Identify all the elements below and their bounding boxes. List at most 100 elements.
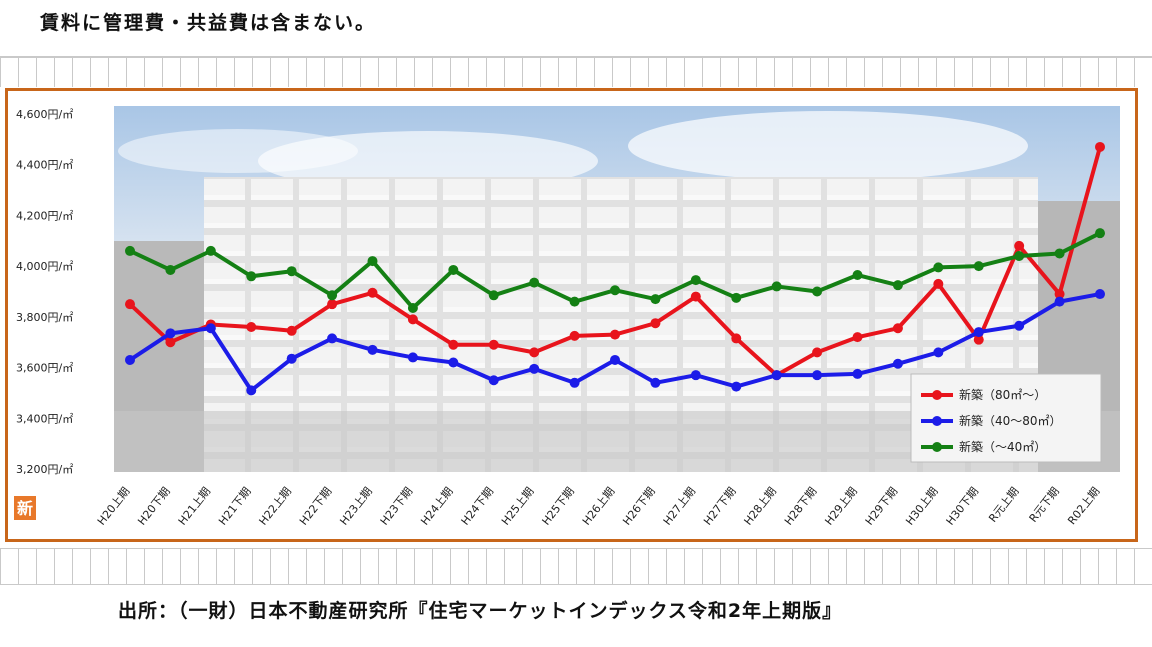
data-point — [286, 353, 297, 364]
sheet-gridlines-top — [0, 56, 1152, 87]
chart-legend: 新築（80㎡～） 新築（40～80㎡） 新築（～40㎡） — [910, 373, 1102, 463]
y-tick-label: 3,600円/㎡ — [16, 362, 73, 375]
chart-series-lines — [125, 141, 1105, 396]
data-point — [933, 278, 944, 289]
x-tick-label: H26上期 — [580, 485, 618, 528]
y-tick-label: 4,000円/㎡ — [16, 260, 73, 273]
y-tick-label: 4,200円/㎡ — [16, 209, 73, 222]
data-point — [125, 354, 135, 365]
legend-label: 新築（～40㎡） — [959, 439, 1046, 454]
x-tick-label: R02上期 — [1065, 485, 1102, 527]
data-point — [327, 290, 338, 301]
data-point — [125, 245, 135, 256]
data-point — [1095, 141, 1105, 152]
data-point — [973, 334, 984, 345]
data-point — [690, 370, 701, 381]
data-point — [610, 285, 620, 296]
data-point — [892, 280, 903, 291]
x-tick-label: H23下期 — [378, 485, 416, 528]
chart-frame: 4,600円/㎡ 4,400円/㎡ 4,200円/㎡ 4,000円/㎡ 3,800円/㎡… — [5, 88, 1138, 542]
data-point — [1054, 289, 1065, 300]
data-point — [650, 318, 661, 329]
data-point — [246, 385, 257, 396]
x-tick-label: H20上期 — [95, 485, 133, 528]
x-tick-label: R元下期 — [1027, 485, 1062, 525]
data-point — [327, 333, 338, 344]
y-axis-tick-labels: 4,600円/㎡ 4,400円/㎡ 4,200円/㎡ 4,000円/㎡ 3,800円/㎡… — [16, 108, 73, 476]
x-tick-label: H24上期 — [418, 485, 456, 528]
data-point — [973, 327, 984, 338]
data-point — [165, 264, 176, 275]
y-tick-label: 3,800円/㎡ — [16, 311, 73, 324]
rent-line-chart: 4,600円/㎡ 4,400円/㎡ 4,200円/㎡ 4,000円/㎡ 3,800円/㎡… — [14, 106, 1120, 528]
x-tick-label: H20下期 — [135, 485, 173, 528]
x-tick-label: H29上期 — [822, 485, 860, 528]
x-tick-label: H21下期 — [216, 485, 254, 528]
source-citation: 出所：（一財）日本不動産研究所『住宅マーケットインデックス令和2年上期版』 — [118, 600, 843, 622]
data-point — [569, 377, 580, 388]
data-point — [407, 302, 418, 313]
data-point — [407, 314, 418, 325]
x-tick-label: H22上期 — [257, 485, 295, 528]
data-point — [205, 323, 216, 334]
data-point — [488, 290, 499, 301]
y-tick-label: 4,600円/㎡ — [16, 108, 73, 121]
data-point — [367, 287, 378, 298]
data-point — [367, 256, 378, 267]
data-point — [610, 329, 620, 340]
data-point — [448, 264, 459, 275]
data-point — [569, 330, 580, 341]
data-point — [812, 286, 823, 297]
data-point — [892, 323, 903, 334]
data-point — [488, 375, 499, 386]
data-point — [529, 363, 540, 374]
data-point — [1014, 251, 1025, 261]
y-tick-label: 3,200円/㎡ — [16, 463, 73, 476]
new-logo-text: 新 — [17, 499, 33, 518]
x-tick-label: H30上期 — [903, 485, 941, 528]
data-point — [286, 266, 297, 277]
data-point — [650, 294, 661, 305]
x-tick-label: H30下期 — [944, 485, 982, 528]
data-point — [812, 370, 823, 381]
data-point — [165, 337, 176, 348]
data-point — [246, 271, 257, 282]
data-point — [205, 245, 216, 256]
data-point — [731, 381, 742, 392]
x-tick-label: H24下期 — [459, 485, 497, 528]
data-point — [286, 325, 297, 336]
data-point — [812, 347, 823, 358]
x-tick-label: H22下期 — [297, 485, 335, 528]
y-tick-label: 3,400円/㎡ — [16, 412, 73, 425]
x-tick-label: H27上期 — [661, 485, 699, 528]
data-point — [690, 291, 701, 302]
legend-label: 新築（80㎡～） — [959, 387, 1046, 402]
legend-marker — [932, 390, 942, 400]
data-point — [448, 339, 459, 350]
data-point — [892, 358, 903, 369]
data-point — [731, 292, 742, 303]
legend-label: 新築（40～80㎡） — [959, 413, 1062, 428]
new-logo-icon: 新 — [14, 496, 36, 520]
x-tick-label: H25上期 — [499, 485, 537, 528]
data-point — [125, 299, 135, 310]
x-tick-label: H27下期 — [701, 485, 739, 528]
rent-note: 賃料に管理費・共益費は含まない。 — [40, 12, 377, 34]
data-point — [1054, 248, 1065, 259]
data-point — [367, 344, 378, 355]
legend-marker — [932, 442, 942, 452]
y-tick-label: 4,400円/㎡ — [16, 159, 73, 172]
x-tick-label: H28上期 — [742, 485, 780, 528]
data-point — [731, 333, 742, 344]
data-point — [933, 262, 944, 273]
x-tick-label: R元上期 — [986, 485, 1021, 525]
x-axis-tick-labels: H20上期 H20下期 H21上期 H21下期 H22上期 H22下期 H23上期 H23下期… — [95, 485, 1103, 528]
data-point — [650, 377, 661, 388]
data-point — [1014, 320, 1025, 331]
data-point — [1095, 289, 1105, 300]
data-point — [771, 370, 782, 381]
data-point — [407, 352, 418, 363]
data-point — [569, 296, 580, 307]
legend-marker — [932, 416, 942, 426]
x-tick-label: H25下期 — [539, 485, 577, 528]
